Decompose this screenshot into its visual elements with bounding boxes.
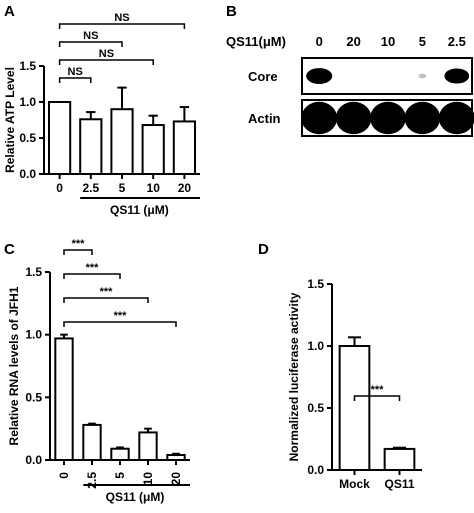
blot-band <box>444 68 470 84</box>
blot-band <box>306 68 333 84</box>
lane-label: 5 <box>419 34 426 49</box>
lane-label: 2.5 <box>448 34 466 49</box>
significance-label: *** <box>100 286 114 298</box>
blot-band <box>370 101 406 135</box>
x-tick-label: 5 <box>113 472 127 479</box>
x-tick-label: 0 <box>56 181 63 195</box>
bar <box>166 453 186 461</box>
y-tick-label: 0.5 <box>25 390 42 404</box>
blot-row-label: Actin <box>248 111 281 126</box>
y-tick-label: 0.0 <box>307 463 324 477</box>
significance-bracket <box>63 273 121 279</box>
significance-bracket <box>58 59 154 65</box>
y-axis-title: Normalized luciferase activity <box>287 292 301 461</box>
x-tick-label: 0 <box>57 472 71 479</box>
panel-letter-c: C <box>4 241 15 258</box>
significance-label: *** <box>371 384 385 396</box>
significance-bracket <box>58 41 123 47</box>
bar <box>82 423 102 462</box>
chart-luciferase: 0.0 0.5 1.0 1.5 Mock QS11 *** Normalized lucife… <box>287 277 422 491</box>
y-tick-label: 1.5 <box>19 59 36 73</box>
lane-label: 20 <box>346 34 360 49</box>
x-tick-label: 5 <box>119 181 126 195</box>
significance-label: NS <box>68 66 83 78</box>
x-tick-label: 20 <box>169 472 183 486</box>
bar <box>110 108 134 175</box>
panel-letter-a: A <box>4 3 15 20</box>
y-tick-label: 0.0 <box>25 453 42 467</box>
y-tick-label: 0.5 <box>307 401 324 415</box>
x-axis-title: QS11 (μM) <box>110 203 169 217</box>
y-tick-label: 1.0 <box>19 95 36 109</box>
y-tick-label: 1.5 <box>307 277 324 291</box>
significance-bracket <box>63 297 149 303</box>
x-tick-label: QS11 <box>384 477 414 491</box>
chart-rna-levels: 0.00.51.01.50 2.5 5 10 20************Relativ… <box>7 238 190 504</box>
bar <box>338 345 371 471</box>
x-tick-label: 2.5 <box>85 472 99 489</box>
blot-band <box>335 101 372 135</box>
bar <box>79 118 103 175</box>
y-tick-label: 1.0 <box>307 339 324 353</box>
panel-letter-d: D <box>258 241 269 258</box>
significance-label: *** <box>72 238 86 250</box>
significance-label: NS <box>114 12 129 24</box>
bar <box>54 337 74 461</box>
significance-bracket <box>58 77 92 83</box>
significance-bracket <box>353 395 401 401</box>
significance-bracket <box>63 249 93 255</box>
y-axis-title: Relative RNA levels of JFH1 <box>7 286 21 445</box>
bar <box>141 124 165 175</box>
x-tick-label: 2.5 <box>82 181 99 195</box>
blot-band <box>301 101 338 135</box>
blot-band <box>404 101 441 135</box>
significance-bracket <box>63 321 177 327</box>
y-tick-label: 1.0 <box>25 328 42 342</box>
significance-label: NS <box>99 48 114 60</box>
lane-label: 10 <box>381 34 395 49</box>
significance-bracket <box>58 23 186 29</box>
y-axis-title: Relative ATP Level <box>3 67 17 173</box>
x-tick-label: 10 <box>141 472 155 486</box>
y-tick-label: 0.0 <box>19 167 36 181</box>
treatment-label: QS11(μM) <box>226 34 286 49</box>
significance-label: *** <box>86 262 100 274</box>
x-tick-label: 20 <box>178 181 192 195</box>
x-tick-label: Mock <box>339 477 370 491</box>
lane-label: 0 <box>316 34 323 49</box>
blot-row-label: Core <box>248 69 278 84</box>
x-axis-title: QS11 (μM) <box>106 490 165 504</box>
y-tick-label: 1.5 <box>25 265 42 279</box>
bar <box>172 120 197 176</box>
bar <box>383 447 416 472</box>
blot-band <box>438 101 474 135</box>
significance-label: *** <box>114 310 128 322</box>
significance-label: NS <box>83 30 98 42</box>
x-tick-label: 10 <box>147 181 161 195</box>
bar <box>110 447 130 462</box>
panel-letter-b: B <box>226 3 237 20</box>
bar <box>47 101 72 175</box>
y-tick-label: 0.5 <box>19 131 36 145</box>
blot-band <box>418 73 427 79</box>
western-blot: QS11(μM) 0 20 10 5 2.5 Core Actin <box>226 34 474 137</box>
bar <box>138 431 158 461</box>
